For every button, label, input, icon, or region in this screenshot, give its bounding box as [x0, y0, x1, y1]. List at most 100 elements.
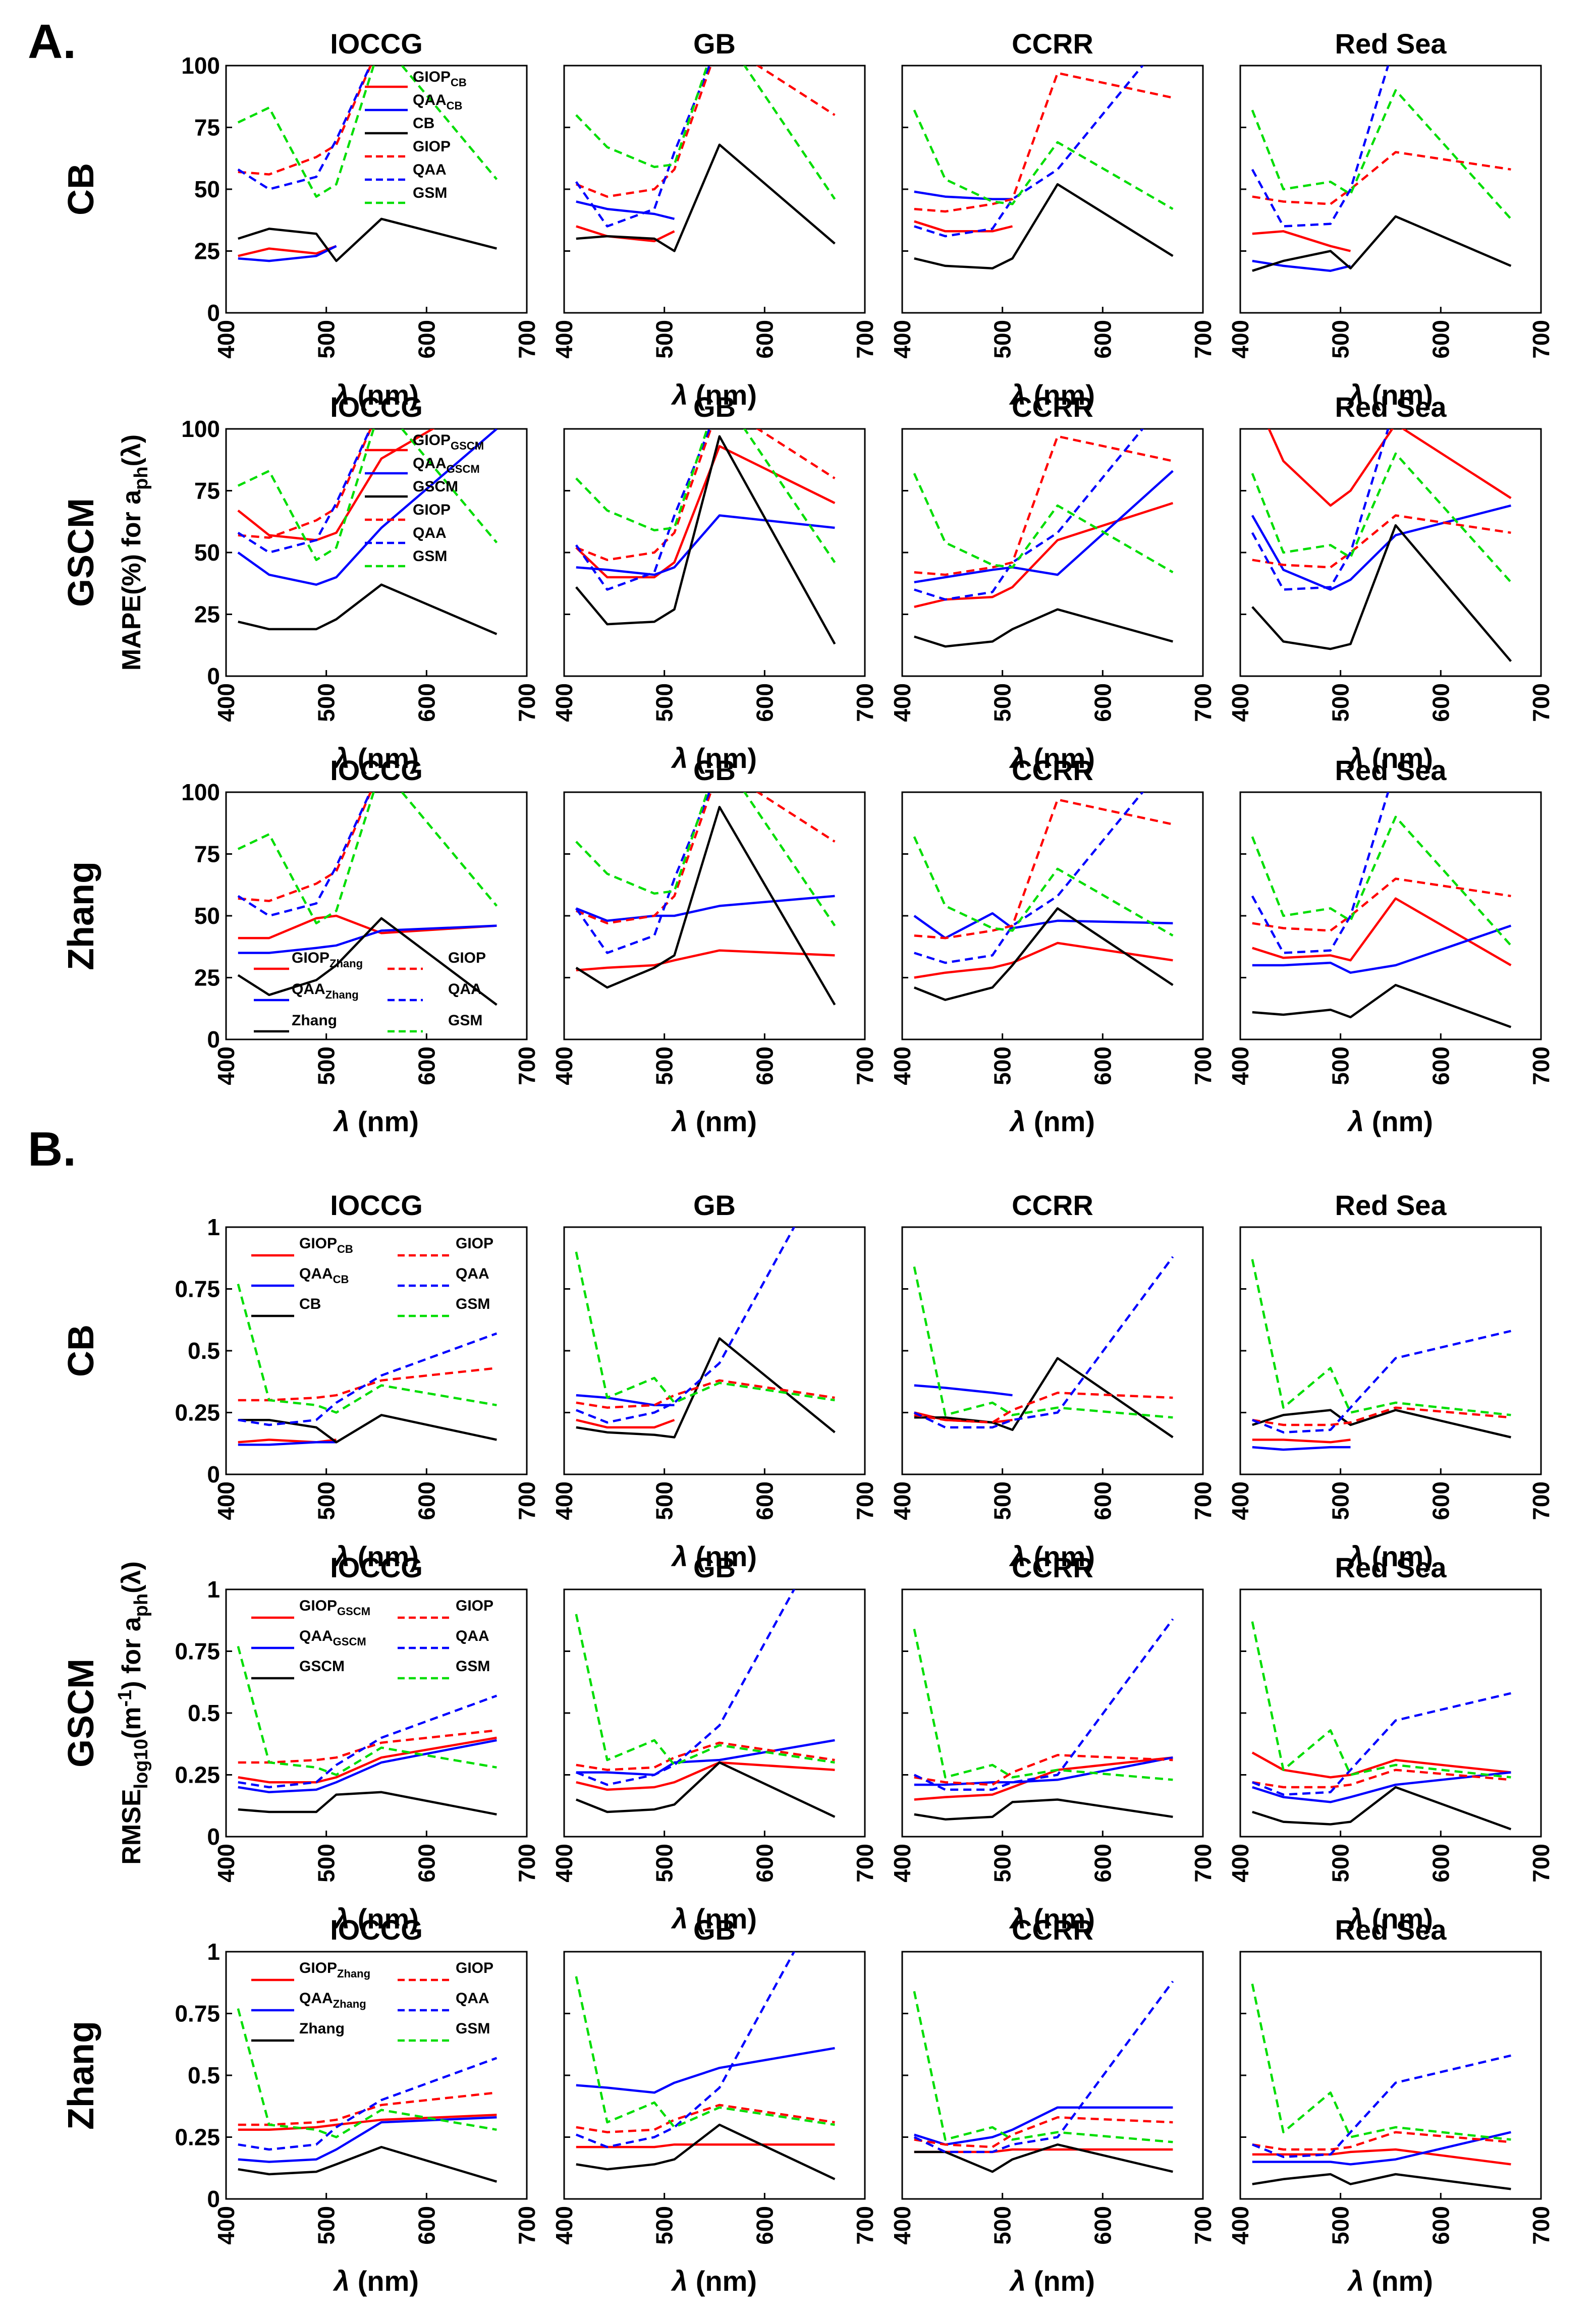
legend-label-qaa-part: QAA [456, 1628, 489, 1644]
panel-a-zhang-ccrr: CCRR 400 500 600 700 λ (nm) [889, 754, 1216, 1137]
model-line [914, 183, 1174, 270]
panel-frame [563, 1588, 866, 1838]
panel-a-zhang-red-sea: Red Sea 400 500 600 700 λ (nm) [1227, 754, 1554, 1137]
unit-text: (nm) [1364, 1540, 1433, 1572]
y-tick-label: 0 [207, 2186, 220, 2212]
x-axis-label: λ (nm) [1009, 1106, 1095, 1137]
y-axis-label-a: MAPE(%) for aph(λ) [117, 434, 152, 671]
x-tick-label: 400 [213, 1046, 239, 1085]
legend-label-cb: CB [413, 115, 434, 132]
legend-label-gscm-part: GSCM [413, 478, 458, 495]
y-axis-label-b: RMSElog10(m-1) for aph(λ) [115, 1561, 152, 1864]
legend-label-giop: GIOP [413, 502, 451, 518]
panel-b-gscm-red-sea: Red Sea 400 500 600 700 λ (nm) [1227, 1552, 1554, 1935]
giop-model-line [238, 1439, 337, 1444]
x-tick-label: 400 [551, 2206, 577, 2245]
giop-model-line [914, 502, 1174, 608]
qaa-line [914, 792, 1144, 964]
x-tick-label: 500 [651, 2206, 678, 2245]
qaa-model-line [237, 429, 498, 586]
legend-label-giop-cb-part: CB [337, 1243, 353, 1255]
qaa-line [575, 1589, 796, 1786]
gsm-line [237, 2008, 497, 2138]
series-group [575, 1589, 836, 1818]
unit-text: (nm) [1364, 742, 1433, 774]
panel-title: IOCCG [330, 754, 423, 786]
panel-b-zhang-ccrr: CCRR 400 500 600 700 λ (nm) [889, 1914, 1216, 2297]
lambda-symbol: λ [671, 1106, 688, 1137]
lambda-symbol: λ [671, 379, 688, 411]
unit-text: (nm) [1364, 2265, 1433, 2297]
panel-title: CCRR [1012, 391, 1093, 423]
gsm-line [575, 1251, 835, 1404]
unit-text: (nm) [350, 1106, 419, 1137]
x-tick-label: 500 [651, 1844, 678, 1883]
x-tick-label: 600 [413, 1481, 439, 1520]
x-tick-label: 700 [852, 1046, 878, 1085]
legend-label-zhang-part: Zhang [292, 1012, 337, 1029]
x-tick-label: 500 [313, 1481, 340, 1520]
legend-label-giop-zhang-part: GIOP [292, 950, 329, 966]
x-tick-label: 400 [889, 1046, 915, 1085]
x-tick-label: 400 [889, 2206, 915, 2245]
y-axis-label-b-part: ) for a [117, 1616, 146, 1690]
y-tick-label: 25 [194, 238, 220, 264]
x-tick-label: 500 [313, 320, 340, 359]
legend-label-giop: GIOP [448, 950, 486, 966]
giop-line [238, 66, 372, 176]
x-tick-label: 600 [1427, 320, 1454, 359]
y-tick-label: 1 [207, 1576, 220, 1603]
legend-label-qaa-gscm-part: QAA [299, 1628, 333, 1644]
y-tick-label: 0.25 [175, 1762, 220, 1788]
panel-title: CCRR [1012, 1189, 1093, 1221]
series-group [237, 2008, 498, 2183]
y-tick-label: 1 [207, 1214, 220, 1240]
series-group [913, 792, 1174, 1001]
model-line [238, 217, 497, 262]
panel-title: CCRR [1012, 754, 1093, 786]
qaa-line [575, 1227, 796, 1424]
x-tick-label: 600 [751, 683, 778, 722]
qaa-line [1251, 792, 1390, 954]
qaa-model-line [914, 1756, 1173, 1786]
qaa-line [913, 1980, 1174, 2154]
gsm-line [913, 1266, 1173, 1419]
lambda-symbol: λ [1009, 1106, 1026, 1137]
model-line [1252, 983, 1512, 1028]
lambda-symbol: λ [333, 379, 350, 411]
x-tick-label: 700 [1528, 1046, 1554, 1085]
x-tick-label: 600 [1427, 1481, 1454, 1520]
x-tick-label: 700 [1528, 320, 1554, 359]
x-tick-label: 700 [852, 2206, 878, 2245]
legend-label-gscm: GSCM [413, 478, 458, 495]
y-tick-label: 0 [207, 300, 220, 326]
giop-model-line [1251, 1751, 1511, 1779]
legend-label-qaa-part: QAA [456, 1265, 489, 1282]
x-tick-label: 600 [413, 320, 439, 359]
unit-text: (nm) [1026, 2265, 1095, 2297]
giop-model-line [576, 2143, 835, 2148]
qaa-model-line [238, 1441, 337, 1446]
legend-label-giop-gscm: GIOPGSCM [413, 432, 484, 452]
legend-label-qaa: QAA [456, 1990, 489, 2007]
qaa-line [1251, 1330, 1511, 1433]
qaa-line [1251, 429, 1390, 591]
legend-label-qaa-cb: QAACB [299, 1265, 349, 1286]
giop-line [914, 72, 1173, 213]
panel-title: GB [693, 28, 736, 60]
series-group [237, 792, 498, 1006]
legend-label-qaa-zhang: QAAZhang [299, 1990, 366, 2010]
qaa-line [1251, 2054, 1511, 2158]
panel-title: IOCCG [330, 1914, 423, 1946]
legend-label-qaa-zhang-part: Zhang [333, 1998, 366, 2010]
y-tick-label: 25 [194, 601, 220, 628]
legend-label-giop-cb: GIOPCB [413, 69, 467, 89]
qaa-model-line [1251, 504, 1511, 591]
legend-label-zhang: Zhang [299, 2020, 345, 2037]
gsm-line [913, 473, 1174, 574]
legend-label-giop: GIOP [456, 1235, 493, 1252]
panel-b-gscm-gb: GB 400 500 600 700 λ (nm) [551, 1552, 878, 1935]
x-tick-label: 400 [551, 1481, 577, 1520]
